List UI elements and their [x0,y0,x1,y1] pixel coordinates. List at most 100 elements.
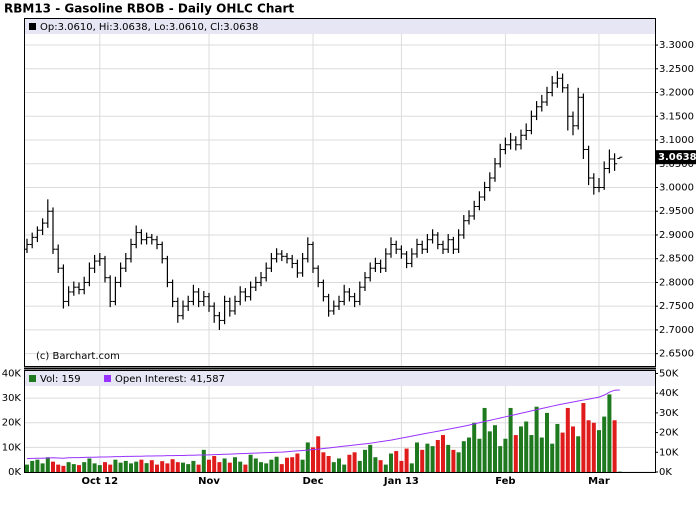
volume-bar [441,435,445,472]
volume-bar [311,447,315,472]
volume-bar [493,425,497,472]
volume-bar [285,457,289,472]
volume-bar [253,458,258,472]
volume-bar [534,406,539,472]
y-tick-label: 2.8500 [659,254,694,265]
volume-bar [415,442,419,472]
volume-bar [331,462,336,472]
volume-bar [248,454,253,472]
volume-bar [316,436,321,472]
volume-bar [576,436,581,472]
volume-bar [420,449,425,472]
volume-bar [71,464,76,472]
volume-bar [222,458,227,472]
volume-bar [134,461,139,472]
volume-bar [295,453,300,472]
volume-bar [123,460,128,472]
price-panel [24,18,656,367]
volume-bar [35,459,40,472]
y-tick-label: 3.2000 [659,88,694,99]
y-tick-label: 20K [2,418,22,429]
x-tick-label: Jan 13 [383,476,419,487]
volume-bar [508,407,513,472]
x-tick-label: Mar [588,476,610,487]
copyright: (c) Barchart.com [36,351,120,362]
volume-bar [467,437,471,472]
volume-bar [181,462,185,472]
volume-bar [602,416,607,472]
volume-bar [300,459,305,472]
volume-bar [446,444,451,472]
y-tick-label: 3.1500 [659,111,694,122]
x-tick-label: Feb [495,476,515,487]
volume-frame [24,370,656,473]
volume-bar [155,464,159,472]
volume-bar [321,452,326,472]
y-tick-label: 3.0000 [659,182,694,193]
price-frame [24,18,656,367]
volume-bar [56,464,61,472]
volume-bar [368,444,373,472]
y-tick-label: 3.0500 [659,159,694,170]
volume-bar [503,438,508,472]
volume-bar [326,455,331,472]
volume-bar [591,422,596,472]
volume-bar [472,422,477,472]
volume-bar [92,463,97,472]
y2-tick-label: 50K [659,368,679,379]
volume-bar [108,464,113,472]
legend-label: Vol: 159 [40,374,81,385]
y2-tick-label: 10K [659,447,679,458]
volume-bar [586,420,591,472]
y2-tick-label: 40K [659,388,679,399]
chart-title: RBM13 - Gasoline RBOB - Daily OHLC Chart [4,2,294,16]
volume-bar [129,463,133,472]
volume-bar [394,451,399,472]
volume-bar [461,441,466,472]
volume-bar [430,446,435,472]
y-tick-label: 10K [2,442,22,453]
volume-bar [175,462,180,472]
volume-bar [612,420,617,472]
volume-bar [30,460,35,472]
volume-bar [269,459,274,472]
volume-bar [545,412,549,472]
volume-bar [451,449,456,472]
y-tick-label: 3.1000 [659,135,694,146]
volume-bar [524,421,529,472]
volume-bar [565,407,570,472]
y-tick-label: 2.9000 [659,230,694,241]
volume-bar [519,426,523,472]
legend-swatch [104,375,111,382]
y2-tick-label: 0K [659,467,672,478]
volume-bar [477,438,482,472]
volume-bar [51,461,55,472]
volume-bar [40,463,45,472]
y2-tick-label: 30K [659,408,679,419]
volume-bar [607,394,612,472]
volume-bar [352,452,357,472]
volume-bar [243,464,248,472]
volume-bar [160,461,165,472]
info-text: Op:3.0610, Hi:3.0638, Lo:3.0610, Cl:3.06… [40,22,258,33]
volume-bar [113,459,118,472]
volume-bar [487,431,492,472]
volume-bar [409,463,414,472]
volume-bar [170,459,175,472]
volume-bar [560,432,565,472]
volume-bar [144,463,149,472]
volume-bar [259,462,263,472]
volume-bar [571,426,575,472]
y-tick-label: 2.7000 [659,325,694,336]
volume-bar [290,457,295,472]
volume-bar [529,435,534,472]
volume-bar [66,462,71,472]
volume-bar [227,462,232,472]
volume-bar [77,465,81,472]
volume-bar [165,463,170,472]
legend-swatch [29,375,36,382]
volume-bar [581,403,586,472]
volume-bar [233,457,237,472]
y-tick-label: 0K [8,467,21,478]
